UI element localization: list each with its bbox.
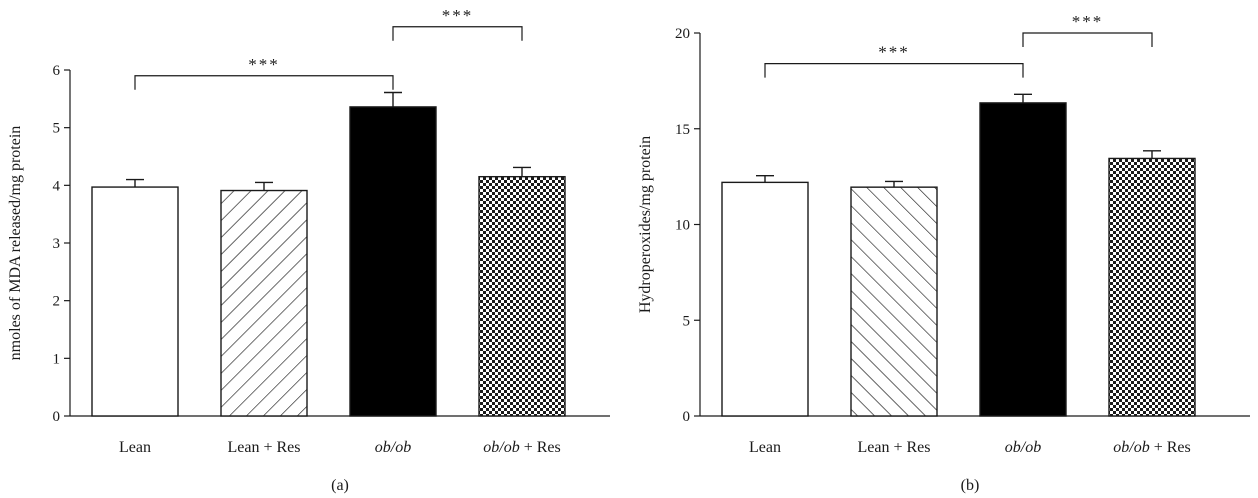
significance-label: *** (1072, 12, 1104, 31)
category-label: ob/ob (1005, 439, 1041, 456)
y-axis-label: nmoles of MDA released/mg protein (7, 126, 24, 361)
category-label: ob/ob + Res (1113, 439, 1190, 456)
panel-label: (a) (331, 477, 349, 494)
error-bar (384, 91, 402, 107)
y-tick-label: 0 (53, 409, 61, 425)
panel-label: (b) (961, 477, 980, 494)
category-label: Lean + Res (858, 439, 931, 456)
y-tick-label: 20 (675, 26, 690, 42)
error-bar (1143, 150, 1161, 159)
y-tick-label: 15 (675, 122, 690, 138)
error-bar (126, 178, 144, 188)
category-label: Lean + Res (228, 439, 301, 456)
y-tick-label: 0 (683, 409, 691, 425)
error-bar (1014, 93, 1032, 103)
category-label: Lean (119, 439, 151, 456)
y-tick-label: 2 (53, 294, 61, 310)
chart-a: 0 1 2 3 4 5 6 nmoles of MDA released/mg protein… (7, 6, 610, 494)
significance-bracket (1022, 32, 1153, 47)
significance-bracket (134, 75, 394, 90)
y-tick-label: 6 (53, 63, 61, 79)
significance-label: *** (878, 43, 910, 62)
significance-label: *** (442, 6, 474, 25)
category-label: ob/ob + Res (483, 439, 560, 456)
y-tick-label: 4 (53, 178, 61, 194)
error-bar (513, 166, 531, 177)
error-bar (756, 174, 774, 183)
chart-b: 0 5 10 15 20 Hydroperoxides/mg protein Lean Lea… (637, 12, 1250, 494)
bar (220, 189, 308, 417)
y-tick-label: 5 (683, 313, 691, 329)
bar (850, 186, 938, 417)
bar (979, 102, 1067, 417)
category-label: Lean (749, 439, 781, 456)
error-bar (885, 180, 903, 188)
y-axis-label: Hydroperoxides/mg protein (637, 136, 654, 313)
bar (349, 106, 437, 417)
bar (478, 175, 566, 417)
bar (721, 181, 809, 417)
y-tick-label: 10 (675, 218, 690, 234)
y-tick-label: 5 (53, 121, 61, 137)
error-bar (255, 181, 273, 191)
y-tick-label: 3 (53, 236, 61, 252)
significance-bracket (392, 26, 523, 41)
category-label: ob/ob (375, 439, 411, 456)
bar (91, 186, 179, 417)
significance-bracket (764, 63, 1024, 78)
bar (1108, 157, 1196, 417)
y-tick-label: 1 (53, 351, 61, 367)
significance-label: *** (248, 55, 280, 74)
